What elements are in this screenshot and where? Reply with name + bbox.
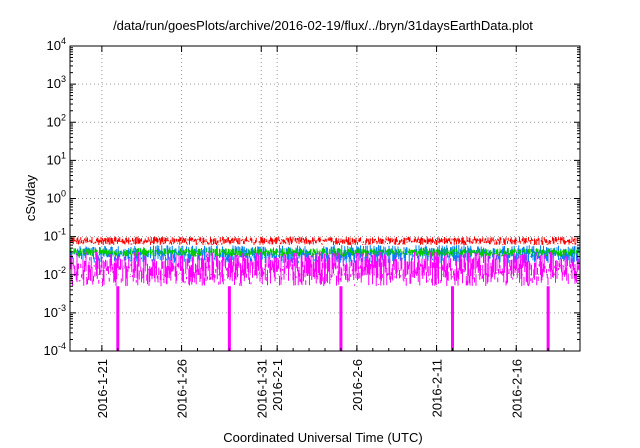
y-tick-label: 102 <box>47 112 66 129</box>
x-tick-label: 2016-1-26 <box>175 359 190 418</box>
x-tick-label: 2016-1-31 <box>254 359 269 418</box>
x-axis: 2016-1-21 2016-1-26 2016-1-31 2016-2-1 2016-… <box>69 46 581 418</box>
grid <box>70 46 580 351</box>
y-axis-label: cSv/day <box>23 174 38 221</box>
x-axis-label: Coordinated Universal Time (UTC) <box>223 430 422 445</box>
dropout-spike <box>339 286 343 351</box>
x-tick-label: 2016-2-6 <box>350 359 365 411</box>
x-tick-label: 2016-2-11 <box>430 359 445 417</box>
series-layer <box>70 236 580 351</box>
y-tick-label: 103 <box>47 74 66 91</box>
dropout-spike <box>116 286 120 351</box>
y-tick-label: 100 <box>47 189 66 206</box>
dropout-spike <box>451 286 454 351</box>
y-tick-label: 10-3 <box>44 303 66 320</box>
x-tick-label: 2016-1-21 <box>95 359 110 418</box>
x-tick-label: 2016-2-1 <box>270 359 285 411</box>
dropout-spike <box>227 286 231 351</box>
y-tick-label: 101 <box>47 150 66 167</box>
dropout-spike <box>546 286 550 351</box>
y-tick-label: 10-4 <box>44 341 66 358</box>
series-band <box>70 251 580 287</box>
y-tick-label: 104 <box>47 36 66 53</box>
x-tick-label: 2016-2-16 <box>509 359 524 418</box>
y-tick-label: 10-1 <box>44 227 66 244</box>
series-band <box>70 236 580 246</box>
chart-title: /data/run/goesPlots/archive/2016-02-19/f… <box>113 18 533 33</box>
y-tick-label: 10-2 <box>44 265 66 282</box>
y-axis: 10-4 10-3 10-2 10-1 100 101 102 103 104 <box>44 36 580 358</box>
